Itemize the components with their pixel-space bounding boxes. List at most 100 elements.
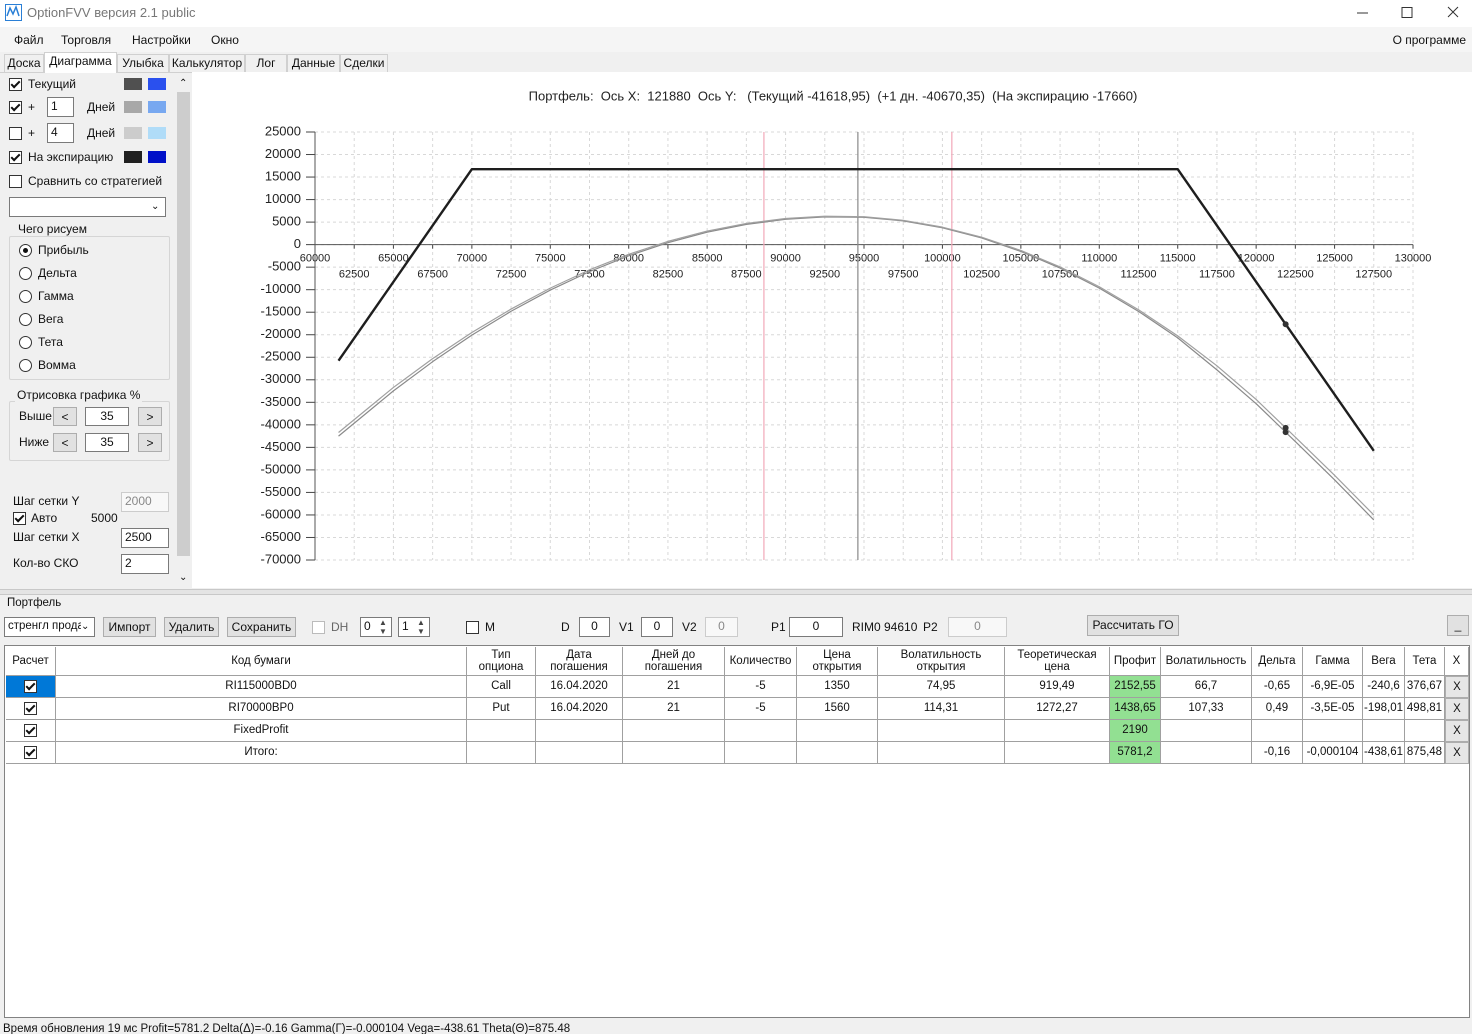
scroll-up[interactable]: ⌃ (179, 78, 188, 89)
splitter[interactable] (0, 589, 1472, 595)
tab[interactable]: Диаграмма (44, 52, 117, 73)
input[interactable]: 35 (85, 433, 129, 452)
button[interactable]: Удалить (164, 617, 219, 637)
x-tick-label: 82500 (653, 269, 684, 281)
input[interactable]: 0 (641, 617, 673, 637)
cell (623, 720, 725, 742)
input[interactable]: 0 (789, 617, 843, 637)
button[interactable]: _ (1447, 615, 1469, 636)
spin-arrows[interactable]: ▲ ▼ (379, 618, 387, 636)
tab[interactable]: Калькулятор (169, 54, 245, 72)
dropdown-arrow[interactable]: ⌄ (151, 201, 160, 212)
tab[interactable]: Улыбка (117, 54, 169, 72)
window-controls[interactable] (1350, 4, 1470, 22)
menu-item[interactable]: Файл (14, 33, 44, 47)
input[interactable]: 2 (121, 554, 169, 574)
cell: 498,81 (1405, 698, 1445, 720)
tab[interactable]: Сделки (340, 54, 388, 72)
input[interactable]: 35 (85, 407, 129, 426)
button[interactable]: Сохранить (227, 617, 296, 637)
radio[interactable] (19, 244, 32, 257)
checkbox[interactable] (9, 101, 22, 114)
scroll-thumb[interactable] (177, 92, 190, 556)
radio-label: Дельта (38, 266, 77, 280)
button[interactable]: Рассчитать ГО (1087, 615, 1179, 636)
checkbox[interactable] (24, 746, 37, 759)
checkbox[interactable] (9, 175, 22, 188)
cell[interactable] (6, 698, 56, 720)
delete-button[interactable]: X (1445, 720, 1469, 742)
cell[interactable] (6, 742, 56, 764)
color-swatch[interactable] (124, 101, 142, 113)
input[interactable]: 2500 (121, 528, 169, 548)
x-tick-label: 97500 (888, 269, 919, 281)
spin-input[interactable]: 1 (398, 617, 430, 637)
y-tick-label: -20000 (261, 326, 301, 341)
menu-item[interactable]: Окно (211, 33, 239, 47)
color-swatch[interactable] (124, 127, 142, 139)
y-tick-label: -30000 (261, 371, 301, 386)
label: P1 (771, 620, 786, 634)
input[interactable]: 0 (579, 617, 610, 637)
input[interactable]: 0 (705, 617, 738, 637)
button[interactable]: < (53, 433, 77, 452)
series-line (338, 215, 1375, 516)
radio[interactable] (19, 313, 32, 326)
tab[interactable]: Доска (4, 54, 44, 72)
delete-button[interactable]: X (1445, 742, 1469, 764)
column-header[interactable]: X (1445, 647, 1469, 676)
color-swatch[interactable] (124, 151, 142, 163)
color-swatch[interactable] (124, 78, 142, 90)
button[interactable]: > (138, 407, 162, 426)
tab[interactable]: Данные (287, 54, 340, 72)
cell (725, 720, 797, 742)
menu-item[interactable]: Настройки (132, 33, 191, 47)
input[interactable]: 2000 (121, 492, 169, 512)
label: Шаг сетки Y (13, 494, 80, 508)
input[interactable]: 4 (47, 123, 74, 143)
label: Выше (19, 409, 52, 423)
checkbox[interactable] (312, 621, 325, 634)
checkbox[interactable] (24, 724, 37, 737)
color-swatch[interactable] (148, 151, 166, 163)
menu-item[interactable]: Торговля (61, 33, 112, 47)
dropdown-arrow[interactable]: ⌄ (81, 620, 90, 634)
radio[interactable] (19, 359, 32, 372)
checkbox[interactable] (13, 512, 26, 525)
color-swatch[interactable] (148, 127, 166, 139)
cell: 1438,65 (1110, 698, 1161, 720)
column-header: Вега (1363, 647, 1405, 676)
scroll-down[interactable]: ⌄ (179, 572, 188, 583)
button[interactable]: < (53, 407, 77, 426)
x-tick-label: 112500 (1121, 269, 1157, 281)
dropdown[interactable]: стренгл прода (4, 617, 95, 637)
color-swatch[interactable] (148, 78, 166, 90)
button[interactable]: > (138, 433, 162, 452)
y-tick-label: -15000 (261, 304, 301, 319)
checkbox[interactable] (24, 702, 37, 715)
cell (1161, 720, 1252, 742)
radio-label: Тета (38, 335, 63, 349)
input[interactable]: 1 (47, 97, 74, 117)
cell: 107,33 (1161, 698, 1252, 720)
input[interactable]: 0 (948, 617, 1007, 637)
checkbox[interactable] (9, 127, 22, 140)
tab[interactable]: Лог (245, 54, 287, 72)
radio[interactable] (19, 290, 32, 303)
radio[interactable] (19, 336, 32, 349)
menu-item[interactable]: О программе (1392, 33, 1466, 47)
cell[interactable] (6, 676, 56, 698)
checkbox[interactable] (9, 78, 22, 91)
checkbox[interactable] (9, 151, 22, 164)
cell[interactable] (6, 720, 56, 742)
color-swatch[interactable] (148, 101, 166, 113)
spin-arrows[interactable]: ▲ ▼ (417, 618, 425, 636)
checkbox[interactable] (466, 621, 479, 634)
checkbox[interactable] (24, 680, 37, 693)
delete-button[interactable]: X (1445, 676, 1469, 698)
radio[interactable] (19, 267, 32, 280)
delete-button[interactable]: X (1445, 698, 1469, 720)
button[interactable]: Импорт (103, 617, 156, 637)
spin-input[interactable]: 0 (360, 617, 392, 637)
dropdown[interactable] (9, 197, 166, 217)
